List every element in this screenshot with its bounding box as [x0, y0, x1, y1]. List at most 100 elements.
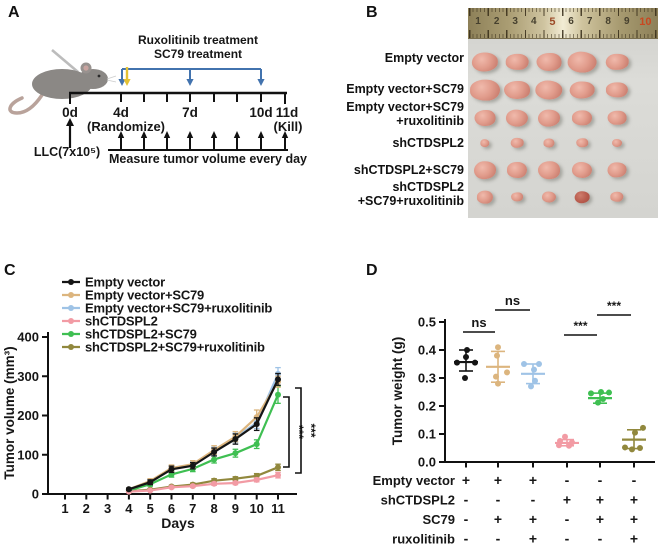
d-data-point	[622, 444, 628, 451]
d-matrix-sign: +	[529, 531, 537, 547]
c-x-tick-label: 5	[147, 501, 154, 516]
d-data-point	[504, 369, 510, 376]
ruler-number: 9	[624, 16, 630, 27]
tumor	[537, 109, 561, 127]
day-10-label: 10d	[249, 105, 272, 120]
panel-d-tumor-weight-chart: 0.0 0.1 0.2 0.3 0.4 0.5 Tumor weight (g) ns ns **…	[373, 293, 655, 547]
d-matrix-sign: +	[462, 472, 470, 488]
d-matrix-sign: -	[496, 492, 501, 508]
c-x-tick-label: 6	[168, 501, 175, 516]
tumor	[474, 161, 496, 179]
c-series-empty-vector	[125, 372, 281, 493]
measure-label: Measure tumor volume every day	[109, 152, 307, 166]
tumor	[542, 191, 556, 203]
tumor	[505, 109, 529, 127]
d-y-tick-label: 0.3	[418, 371, 436, 386]
sc79-treatment-label: SC79 treatment	[154, 47, 242, 61]
c-x-tick-label: 8	[210, 501, 217, 516]
d-group-empty-vector-sc79-ruxolitinib	[521, 361, 545, 390]
ruler-number: 10	[639, 16, 652, 28]
ruler-number: 8	[605, 16, 611, 27]
tumor-group-label: shCTDSPL2 +SC79+ruxolitinib	[357, 180, 464, 208]
c-series-shctdspl2	[125, 471, 281, 495]
d-data-point	[493, 373, 499, 380]
d-data-point	[640, 424, 646, 431]
c-legend-label: Empty vector+SC79	[85, 288, 204, 303]
c-data-point	[211, 480, 218, 487]
c-data-point	[232, 475, 239, 482]
d-group-shctdspl2-sc79	[588, 389, 612, 406]
d-matrix-row-label: SC79	[422, 512, 455, 527]
d-data-point	[495, 380, 501, 387]
measure-arrow-icon	[186, 131, 194, 138]
d-significance-label: ***	[607, 299, 621, 313]
d-matrix-sign: -	[632, 472, 637, 488]
c-x-tick-label: 11	[271, 501, 285, 516]
d-data-point	[464, 347, 470, 353]
c-significance-bracket	[283, 396, 290, 468]
ruxolitinib-treatment-label: Ruxolitinib treatment	[138, 33, 258, 47]
ruxolitinib-arrow-icon	[186, 79, 194, 86]
tumor	[470, 79, 500, 101]
d-data-point	[532, 377, 538, 384]
d-data-point	[566, 442, 572, 449]
c-significance-label: ***	[304, 423, 318, 437]
d-significance-label: ns	[505, 293, 520, 308]
mouse-illustration	[8, 49, 117, 115]
d-matrix-sign: +	[630, 511, 638, 527]
c-data-point	[211, 456, 218, 463]
d-data-point	[556, 442, 562, 449]
measure-arrow-icon	[233, 131, 241, 138]
d-data-point	[632, 429, 638, 436]
d-y-tick-label: 0.2	[418, 399, 436, 414]
d-matrix-sign: -	[464, 492, 469, 508]
ruler-ticks	[468, 8, 658, 38]
tumor-photo: 1 2 3 4 5 6 7 8 9 10	[468, 8, 658, 218]
c-significance-bracket	[295, 387, 302, 474]
d-matrix-sign: -	[531, 492, 536, 508]
c-x-tick-label: 10	[249, 501, 263, 516]
c-y-axis-title: Tumor volume (mm³)	[2, 346, 17, 479]
tumor	[572, 162, 592, 178]
ruxolitinib-arrow-icon	[257, 79, 265, 86]
measure-arrow-icon	[117, 131, 125, 138]
c-legend-label: Empty vector	[85, 275, 165, 290]
tumor	[538, 161, 560, 179]
measure-arrow-icon	[210, 131, 218, 138]
d-matrix-sign: -	[598, 531, 603, 547]
d-matrix-sign: +	[529, 511, 537, 527]
d-y-tick-label: 0.5	[418, 315, 436, 330]
tumor-group-label: Empty vector	[384, 51, 464, 65]
d-group-shctdspl2-sc79-ruxolitinib	[622, 424, 646, 453]
tumor	[574, 191, 590, 203]
d-matrix-row-label: shCTDSPL2	[381, 493, 455, 508]
panel-c-letter: C	[4, 262, 16, 279]
tumor	[505, 53, 529, 71]
c-legend-label: shCTDSPL2+SC79+ruxolitinib	[85, 340, 265, 355]
c-significance-label: ***	[292, 425, 306, 439]
treatment-arrows	[118, 67, 265, 86]
d-y-tick-label: 0.0	[418, 455, 436, 470]
d-data-point	[562, 433, 568, 440]
ruler-number: 1	[475, 16, 481, 27]
d-data-point	[595, 399, 601, 406]
d-data-point	[454, 359, 460, 366]
tumor	[510, 137, 524, 149]
panel-b-tumor-photo: 1 2 3 4 5 6 7 8 9 10 Empty vector Empty vector+SC7…	[330, 0, 660, 230]
d-y-tick-label: 0.4	[418, 343, 437, 358]
timeline-graphics	[66, 67, 289, 151]
tumor	[572, 110, 592, 126]
d-matrix-row-label: Empty vector	[373, 473, 455, 488]
injection-arrow-icon	[66, 118, 74, 148]
d-data-point	[462, 375, 468, 381]
c-data-point	[125, 486, 132, 493]
d-data-point	[463, 354, 469, 360]
c-data-point	[253, 421, 260, 428]
c-data-point	[275, 464, 281, 471]
d-matrix-sign: +	[630, 531, 638, 547]
c-y-tick-label: 300	[17, 369, 39, 384]
d-matrix-sign: -	[464, 531, 469, 547]
panel-a-letter: A	[8, 4, 20, 21]
d-matrix-sign: +	[630, 492, 638, 508]
c-y-tick-label: 400	[17, 330, 39, 345]
